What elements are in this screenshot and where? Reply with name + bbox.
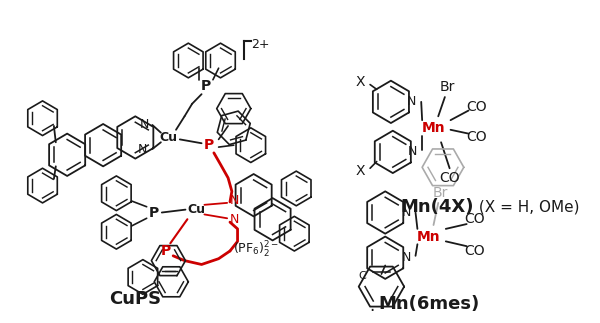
Text: N: N [140, 118, 149, 130]
Text: N: N [138, 143, 148, 156]
Text: Mn: Mn [422, 121, 445, 135]
Text: N: N [401, 251, 411, 264]
Text: N: N [408, 145, 418, 158]
Text: Mn: Mn [417, 230, 440, 244]
Text: (X = H, OMe): (X = H, OMe) [474, 199, 580, 214]
Text: CO: CO [464, 244, 485, 258]
Text: Br: Br [440, 80, 455, 94]
Text: N: N [401, 206, 411, 219]
Text: Cu: Cu [188, 203, 206, 216]
Text: CO: CO [466, 130, 487, 144]
Text: P: P [204, 138, 214, 152]
Text: (PF$_6$)$_2^{2-}$: (PF$_6$)$_2^{2-}$ [233, 240, 279, 260]
Text: CO: CO [439, 171, 460, 185]
Text: CuPS: CuPS [109, 290, 161, 308]
Text: P: P [201, 79, 211, 93]
Text: P: P [149, 205, 160, 220]
Text: ·: · [398, 300, 403, 318]
Text: Mn(4X): Mn(4X) [400, 198, 474, 216]
Text: CO: CO [466, 100, 487, 114]
Text: N: N [230, 193, 239, 206]
Text: X: X [356, 164, 365, 178]
Text: Mn(6mes): Mn(6mes) [378, 295, 479, 313]
Text: CO: CO [464, 212, 485, 226]
Text: Br: Br [433, 186, 448, 200]
Text: ·: · [370, 302, 374, 320]
Text: N: N [407, 95, 416, 109]
Text: N: N [230, 213, 239, 226]
Text: C: C [359, 271, 367, 281]
Text: Cu: Cu [160, 131, 178, 144]
Text: X: X [356, 75, 365, 89]
Text: 2+: 2+ [251, 38, 269, 51]
Text: P: P [160, 244, 171, 258]
